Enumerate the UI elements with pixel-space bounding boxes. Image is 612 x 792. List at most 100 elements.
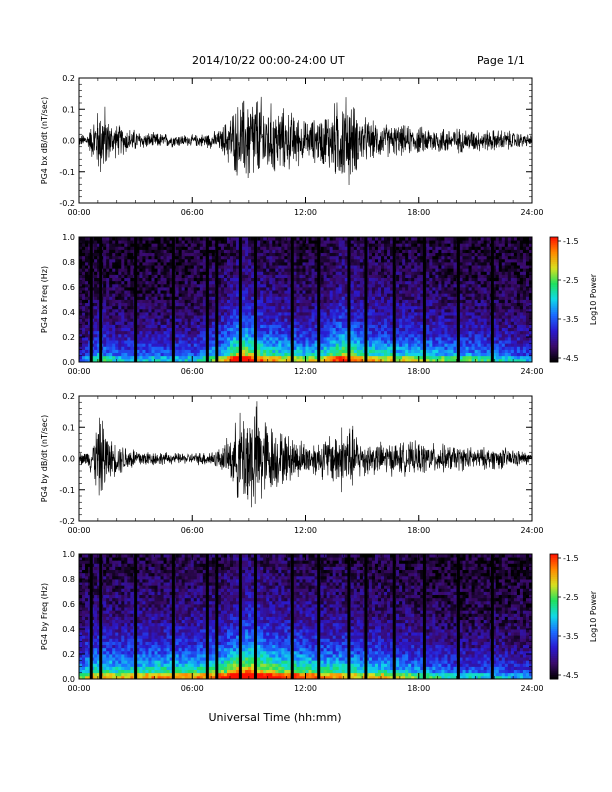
spectrogram-cell <box>390 302 394 307</box>
spectrogram-cell <box>109 249 113 254</box>
spectrogram-cell <box>245 274 249 279</box>
spectrogram-cell <box>233 268 237 272</box>
spectrogram-cell <box>390 327 394 332</box>
spectrogram-cell <box>163 287 167 291</box>
spectrogram-cell <box>199 349 204 354</box>
spectrogram-cell <box>441 252 445 257</box>
spectrogram-cell <box>278 262 282 266</box>
spectrogram-cell <box>157 296 161 300</box>
spectrogram-cell <box>121 321 125 325</box>
spectrogram-cell <box>441 243 445 247</box>
spectrogram-cell <box>226 308 231 313</box>
spectrogram-cell <box>175 340 180 344</box>
spectrogram-cell <box>226 287 231 291</box>
spectrogram-cell <box>217 240 222 244</box>
spectrogram-cell <box>196 302 201 307</box>
spectrogram-cell <box>296 290 300 294</box>
spectrogram-cell <box>438 255 442 260</box>
spectrogram-cell <box>344 283 349 288</box>
spectrogram-cell <box>365 312 370 316</box>
spectrogram-cell <box>175 243 180 247</box>
spectrogram-cell <box>94 283 98 288</box>
spectrogram-cell <box>344 352 349 357</box>
spectrogram-cell <box>226 296 231 300</box>
spectrogram-cell <box>374 262 379 266</box>
spectrogram-cell <box>91 280 95 285</box>
spectrogram-cell <box>426 283 430 288</box>
spectrogram-cell <box>374 240 379 244</box>
spectrogram-cell <box>97 274 101 279</box>
spectrogram-cell <box>438 283 442 288</box>
spectrogram-cell <box>284 271 288 275</box>
spectrogram-cell <box>145 243 149 247</box>
spectrogram-cell <box>371 318 376 322</box>
spectrogram-cell <box>260 249 264 254</box>
spectrogram-cell <box>429 240 433 244</box>
spectrogram-cell <box>287 337 291 341</box>
spectrogram-cell <box>296 296 300 300</box>
spectrogram-cell <box>305 277 309 282</box>
spectrogram-cell <box>341 349 346 354</box>
spectrogram-cell <box>272 315 276 319</box>
spectrogram-cell <box>199 343 204 347</box>
spectrogram-cell <box>85 340 89 344</box>
spectrogram-cell <box>299 343 303 347</box>
spectrogram-cell <box>178 355 183 360</box>
spectrogram-cell <box>121 258 125 263</box>
spectrogram-cell <box>411 358 415 363</box>
spectrogram-cell <box>377 330 382 335</box>
spectrogram-cell <box>230 268 234 272</box>
spectrogram-cell <box>236 290 240 294</box>
spectrogram-cell <box>287 318 291 322</box>
spectrogram-cell <box>184 293 189 297</box>
spectrogram-cell <box>308 252 312 257</box>
spectrogram-cell <box>338 249 343 254</box>
spectrogram-cell <box>326 237 331 241</box>
spectrogram-cell <box>124 280 128 285</box>
spectrogram-cell <box>381 318 385 322</box>
spectrogram-cell <box>103 343 107 347</box>
spectrogram-cell <box>359 290 364 294</box>
spectrogram-cell <box>109 349 113 354</box>
spectrogram-cell <box>233 249 237 254</box>
spectrogram-cell <box>432 346 436 350</box>
spectrogram-cell <box>187 355 192 360</box>
spectrogram-cell <box>178 315 183 319</box>
spectrogram-cell <box>142 305 146 310</box>
spectrogram-cell <box>178 327 183 332</box>
spectrogram-cell <box>151 290 155 294</box>
spectrogram-cell <box>94 287 98 291</box>
spectrogram-cell <box>142 358 146 363</box>
spectrogram-cell <box>124 355 128 360</box>
spectrogram-cell <box>136 352 140 357</box>
spectrogram-cell <box>438 305 442 310</box>
spectrogram-cell <box>154 265 158 269</box>
spectrogram-cell <box>353 237 358 241</box>
spectrogram-cell <box>332 246 337 250</box>
spectrogram-cell <box>287 252 291 257</box>
spectrogram-cell <box>350 262 355 266</box>
spectrogram-cell <box>124 237 128 241</box>
spectrogram-cell <box>396 296 400 300</box>
spectrogram-cell <box>169 299 174 304</box>
spectrogram-cell <box>402 274 406 279</box>
spectrogram-cell <box>130 318 134 322</box>
spectrogram-cell <box>399 346 403 350</box>
spectrogram-cell <box>109 337 113 341</box>
spectrogram-cell <box>420 299 424 304</box>
spectrogram-cell <box>353 337 358 341</box>
spectrogram-cell <box>399 262 403 266</box>
spectrogram-cell <box>311 355 315 360</box>
spectrogram-cell <box>281 246 285 250</box>
spectrogram-cell <box>314 280 318 285</box>
spectrogram-cell <box>299 315 303 319</box>
spectrogram-cell <box>365 262 370 266</box>
spectrogram-cell <box>374 315 379 319</box>
spectrogram-cell <box>374 333 379 338</box>
spectrogram-cell <box>305 349 309 354</box>
spectrogram-cell <box>136 358 140 363</box>
spectrogram-cell <box>193 355 198 360</box>
spectrogram-cell <box>281 287 285 291</box>
spectrogram-cell <box>275 271 279 275</box>
spectrogram-cell <box>91 296 95 300</box>
